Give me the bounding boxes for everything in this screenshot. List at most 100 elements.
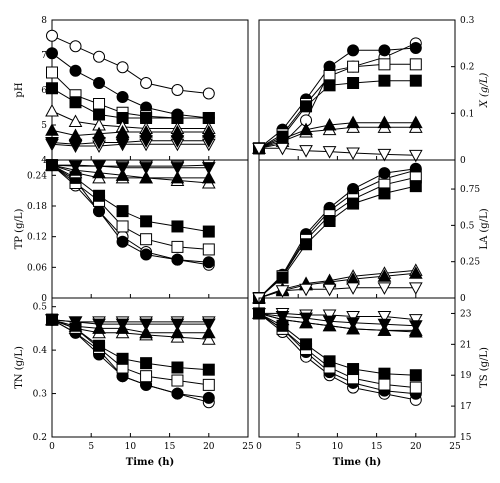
data-point-TN-triangle-open bbox=[201, 332, 216, 345]
data-point-LA-tri-down-open bbox=[275, 285, 290, 298]
data-point-X-circle-filled bbox=[409, 42, 422, 54]
data-point-TN-triangle-filled bbox=[139, 325, 153, 339]
data-point-LA-tri-down-open bbox=[299, 283, 313, 297]
data-point-TP-tri-down-filled bbox=[139, 162, 153, 175]
y-tick-label-TN: 0.2 bbox=[33, 433, 47, 443]
data-point-TN-tri-down-filled bbox=[201, 318, 216, 332]
data-point-X-square-filled bbox=[347, 77, 360, 89]
data-point-X-triangle-filled bbox=[299, 122, 313, 136]
x-tick-label-TS: 10 bbox=[332, 442, 344, 452]
data-point-X-square-filled bbox=[409, 74, 422, 87]
x-tick-label-TS: 15 bbox=[371, 442, 383, 452]
data-point-X-square-open bbox=[409, 58, 422, 71]
data-point-TP-square-filled bbox=[93, 189, 106, 202]
data-point-X-square-filled bbox=[378, 74, 391, 87]
panel-frame-TN bbox=[51, 297, 249, 438]
data-point-LA-square-filled bbox=[347, 197, 360, 210]
y-tick-label-X: 0.3 bbox=[460, 16, 475, 26]
data-point-TP-square-filled bbox=[171, 220, 184, 233]
data-point-X-tri-down-open bbox=[252, 142, 266, 156]
y-tick-label-TP: 0.12 bbox=[27, 233, 47, 243]
y-tick-label-X: 0.2 bbox=[460, 63, 474, 73]
data-point-TP-circle-filled bbox=[140, 248, 153, 261]
y-tick-label-TS: 23 bbox=[460, 309, 472, 319]
data-point-LA-circle-filled bbox=[347, 183, 360, 196]
y-tick-label-TS: 15 bbox=[460, 433, 472, 443]
y-tick-label-LA: 0.25 bbox=[460, 258, 480, 268]
data-point-TS-tri-down-filled bbox=[408, 320, 423, 333]
data-point-pH-circle-open bbox=[93, 50, 106, 63]
data-point-TN-triangle-filled bbox=[201, 325, 216, 339]
data-point-TP-tri-down-filled bbox=[201, 162, 216, 175]
panel-TS: 15 17 19 21 23 0 5 10 15 20 25 TS (g/L) bbox=[252, 297, 490, 452]
y-tick-label-TP: 0.24 bbox=[27, 171, 47, 181]
data-point-pH-triangle-filled bbox=[45, 123, 59, 136]
data-point-TP-triangle-filled bbox=[139, 170, 153, 184]
data-point-LA-square-filled bbox=[378, 187, 391, 200]
y-tick-label-LA: 0 bbox=[460, 294, 466, 304]
data-point-X-square-filled bbox=[323, 79, 336, 92]
data-point-TS-square-filled bbox=[300, 338, 313, 351]
data-point-TP-circle-filled bbox=[171, 253, 184, 266]
data-point-TS-square-open bbox=[409, 381, 422, 394]
data-point-pH-square-open bbox=[46, 66, 58, 79]
data-point-TN-circle-filled bbox=[202, 391, 215, 404]
data-point-pH-tri-down-filled bbox=[115, 137, 130, 150]
data-point-X-tri-down-open bbox=[275, 142, 290, 156]
data-point-LA-square-filled bbox=[300, 238, 313, 251]
data-point-TS-tri-down-open bbox=[377, 311, 392, 324]
data-point-X-tri-down-open bbox=[377, 148, 392, 162]
data-point-TN-circle-filled bbox=[171, 387, 184, 400]
x-tick-label-TS: 5 bbox=[295, 442, 301, 452]
y-axis-label-X: X (g/L) bbox=[479, 73, 490, 109]
data-point-pH-circle-open bbox=[116, 61, 129, 74]
data-point-TP-square-open bbox=[116, 220, 129, 233]
x-tick-label-TN: 0 bbox=[49, 442, 55, 452]
data-point-TN-square-filled bbox=[202, 363, 215, 376]
data-point-TP-circle-filled bbox=[116, 235, 129, 248]
panel-TP: 0 0.06 0.12 0.18 0.24 TP (g/L) bbox=[14, 158, 249, 304]
data-point-TN-tri-down-filled bbox=[68, 316, 83, 329]
data-point-pH-tri-down-filled bbox=[92, 137, 106, 150]
data-point-X-triangle-filled bbox=[346, 115, 360, 129]
data-point-X-square-filled bbox=[300, 100, 313, 113]
data-point-X-circle-filled bbox=[378, 44, 391, 57]
y-tick-label-pH: 5 bbox=[41, 121, 47, 131]
data-point-pH-tri-down-filled bbox=[139, 135, 153, 148]
panel-frame-TS bbox=[258, 297, 456, 438]
data-point-pH-circle-open bbox=[140, 77, 153, 89]
y-axis-label-LA: LA (g/L) bbox=[479, 208, 490, 249]
data-point-pH-triangle-open bbox=[68, 114, 83, 127]
data-point-TN-tri-down-filled bbox=[139, 318, 153, 332]
y-tick-label-pH: 4 bbox=[41, 156, 47, 166]
data-point-TN-square-filled bbox=[140, 357, 153, 370]
data-point-TP-tri-down-filled bbox=[45, 159, 59, 173]
y-tick-label-pH: 7 bbox=[41, 51, 47, 61]
data-point-TN-square-filled bbox=[171, 361, 184, 374]
x-tick-label-TS: 0 bbox=[256, 442, 262, 452]
data-point-X-tri-down-open bbox=[346, 147, 360, 161]
x-tick-label-TS: 20 bbox=[410, 442, 422, 452]
x-tick-label-TN: 10 bbox=[125, 442, 137, 452]
y-tick-label-TP: 0 bbox=[41, 294, 47, 304]
y-tick-label-TN: 0.3 bbox=[33, 390, 48, 400]
data-point-LA-tri-down-open bbox=[408, 282, 423, 295]
data-point-TS-tri-down-filled bbox=[346, 317, 360, 330]
data-point-X-tri-down-open bbox=[322, 146, 337, 159]
y-tick-label-TS: 19 bbox=[460, 371, 472, 381]
y-tick-label-X: 0.1 bbox=[460, 109, 474, 119]
data-point-TP-square-open bbox=[171, 240, 184, 253]
data-point-pH-tri-down-filled bbox=[68, 138, 83, 152]
data-point-pH-circle-open bbox=[46, 29, 58, 42]
data-point-TS-tri-down-filled bbox=[275, 311, 290, 324]
data-point-LA-tri-down-open bbox=[322, 283, 337, 297]
y-tick-label-TS: 17 bbox=[460, 402, 472, 412]
y-tick-label-TP: 0.06 bbox=[27, 263, 47, 273]
data-point-TN-tri-down-filled bbox=[170, 318, 185, 332]
data-point-TP-triangle-filled bbox=[201, 170, 216, 184]
data-point-TP-square-filled bbox=[202, 225, 215, 238]
data-point-TS-square-open bbox=[378, 378, 391, 391]
data-point-TS-square-filled bbox=[378, 367, 391, 380]
data-point-TP-tri-down-filled bbox=[170, 162, 185, 175]
